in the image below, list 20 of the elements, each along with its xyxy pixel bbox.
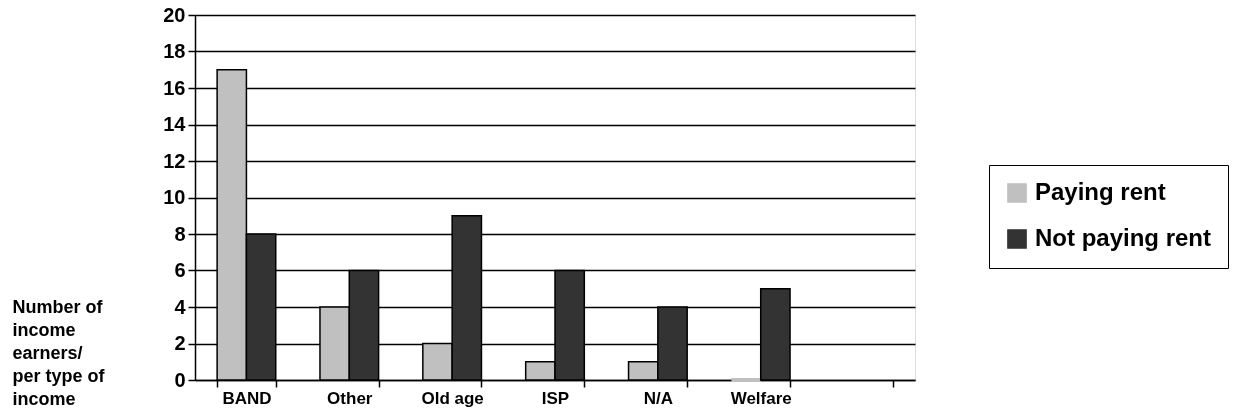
y-tick-label: 10 xyxy=(163,186,186,208)
x-tick-label: Welfare xyxy=(730,388,792,408)
y-tick-label: 14 xyxy=(163,113,187,135)
x-tick-label: Other xyxy=(327,388,373,408)
y-tick-label: 12 xyxy=(163,149,186,172)
y-tick-label: 18 xyxy=(163,40,186,62)
x-tick-label: N/A xyxy=(643,388,673,408)
x-tick-label: ISP xyxy=(541,388,570,408)
y-tick-label: 6 xyxy=(174,259,186,281)
legend-label: Not paying rent xyxy=(1035,224,1212,251)
y-axis-title: Number of income earners/ per type of income xyxy=(12,296,106,409)
x-tick-label: BAND xyxy=(222,388,272,408)
legend-label: Paying rent xyxy=(1035,178,1166,205)
y-tick-label: 4 xyxy=(174,295,187,318)
y-tick-label: 16 xyxy=(163,76,186,99)
y-tick-label: 20 xyxy=(163,3,186,26)
y-tick-label: 2 xyxy=(174,332,186,354)
x-tick-label: Old age xyxy=(421,388,484,408)
y-tick-label: 8 xyxy=(174,222,186,245)
y-tick-label: 0 xyxy=(174,368,186,391)
